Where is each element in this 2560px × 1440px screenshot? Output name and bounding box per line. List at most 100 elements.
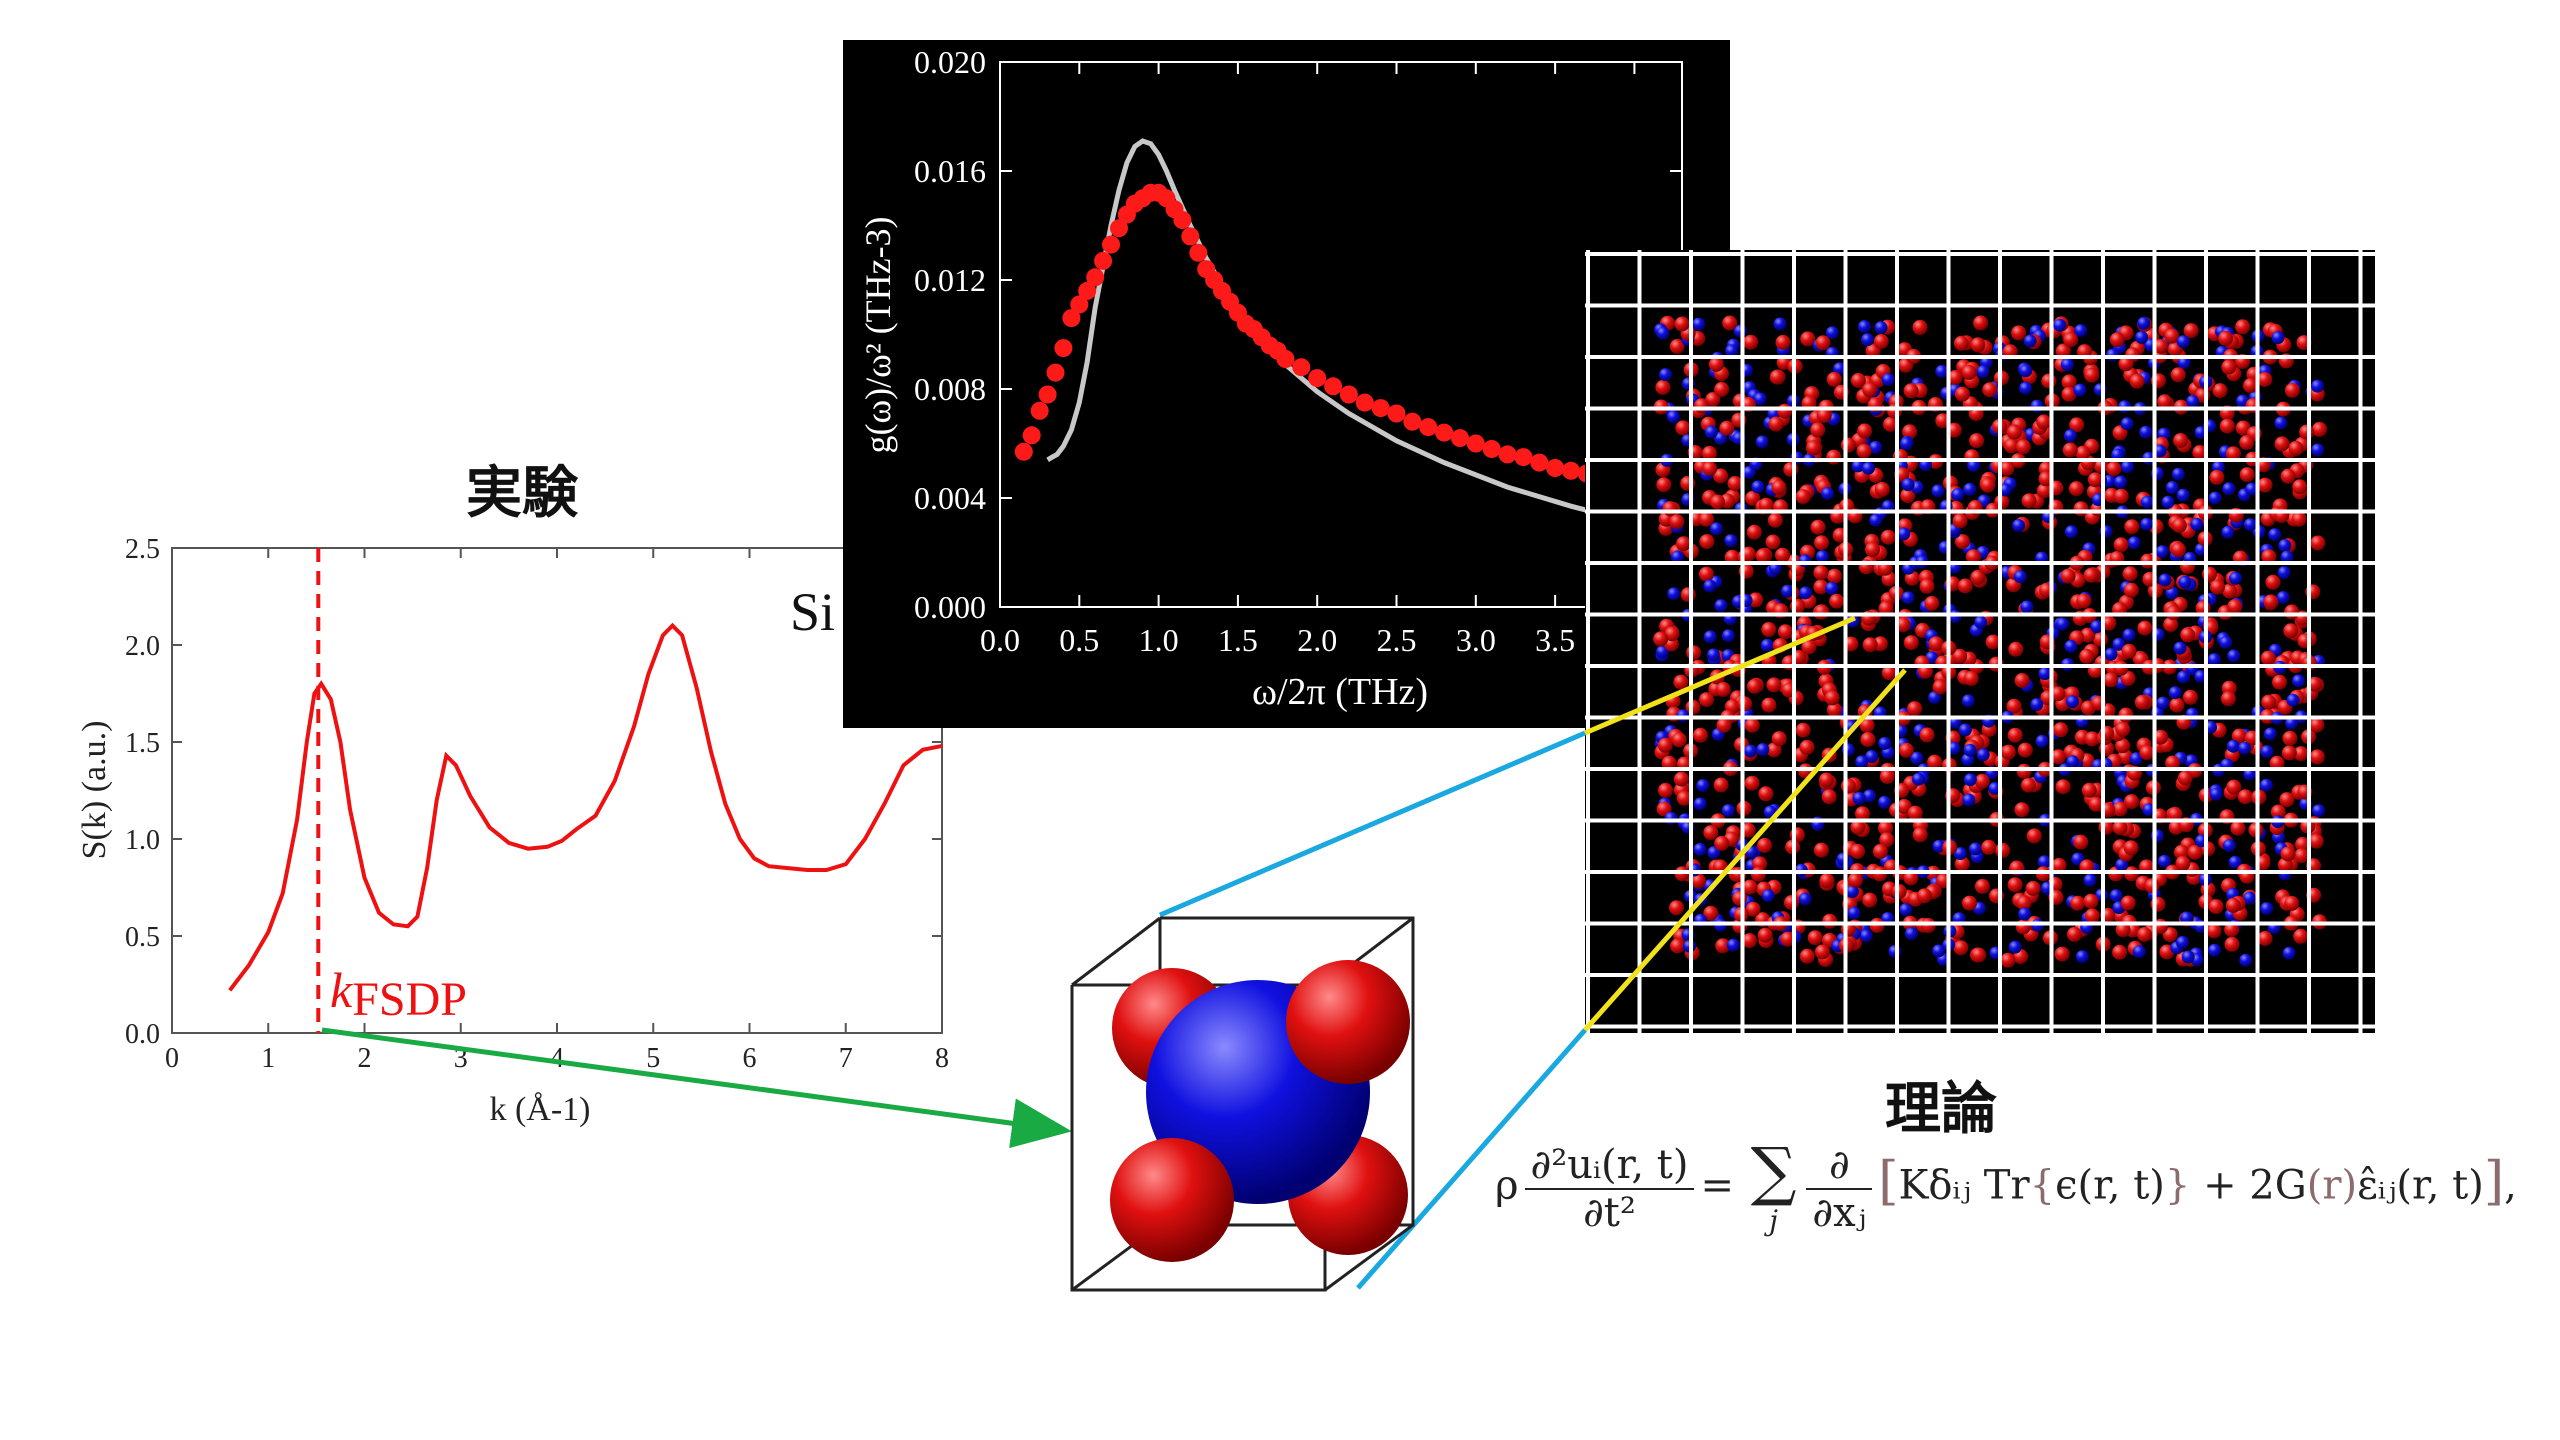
simulation-data-point: [1094, 251, 1113, 270]
md-oxygen-atom: [2063, 332, 2079, 348]
md-oxygen-atom: [2075, 445, 2091, 461]
md-oxygen-atom: [2224, 922, 2240, 937]
md-oxygen-atom: [1670, 938, 1685, 954]
md-oxygen-atom: [1826, 449, 1842, 465]
zoom-line-yellow-top: [1584, 615, 1856, 736]
md-oxygen-atom: [1758, 497, 1774, 513]
md-oxygen-atom: [1699, 534, 1715, 550]
md-silicon-atom: [2066, 695, 2079, 709]
md-silicon-atom: [1706, 648, 1720, 662]
md-silicon-atom: [1899, 903, 1913, 917]
md-oxygen-atom: [1780, 931, 1796, 947]
md-silicon-atom: [1693, 797, 1707, 811]
md-oxygen-atom: [2283, 623, 2299, 639]
md-silicon-atom: [1781, 584, 1794, 598]
experiment-x-tick-label: 4: [550, 1043, 564, 1074]
md-oxygen-atom: [1919, 727, 1935, 743]
md-silicon-atom: [1721, 804, 1735, 817]
eq-equals: =: [1700, 1162, 1734, 1209]
md-oxygen-atom: [1768, 416, 1784, 432]
simulation-data-point: [1086, 268, 1105, 287]
md-oxygen-atom: [1974, 878, 1990, 894]
simulation-data-point: [1514, 448, 1533, 467]
md-oxygen-atom: [2280, 468, 2296, 484]
md-oxygen-atom: [2115, 922, 2131, 938]
md-oxygen-atom: [2222, 583, 2238, 599]
md-oxygen-atom: [1669, 514, 1685, 530]
md-oxygen-atom: [2269, 755, 2285, 771]
md-silicon-atom: [1953, 847, 1967, 860]
md-oxygen-atom: [2076, 593, 2092, 609]
md-oxygen-atom: [1847, 872, 1863, 888]
eq-sum-index: j: [1769, 1204, 1778, 1237]
md-oxygen-atom: [2000, 952, 2016, 968]
green-arrow: [321, 1027, 1072, 1149]
md-oxygen-atom: [2293, 928, 2309, 944]
simulation-data-point: [1419, 418, 1438, 437]
md-silicon-atom: [1760, 638, 1774, 652]
md-silicon-atom: [2120, 460, 2134, 474]
simulation-data-point: [1038, 385, 1057, 404]
simulation-data-point: [1070, 295, 1089, 314]
md-silicon-atom: [1725, 344, 1739, 358]
md-oxygen-atom: [1872, 843, 1888, 859]
md-silicon-atom: [2142, 803, 2156, 817]
eq-brace-close: }: [2164, 1162, 2191, 1209]
md-oxygen-atom: [2237, 789, 2253, 805]
md-oxygen-atom: [1962, 895, 1977, 911]
md-silicon-atom: [2056, 617, 2070, 631]
md-oxygen-atom: [2004, 438, 2019, 454]
md-silicon-atom: [2083, 873, 2097, 887]
md-oxygen-atom: [2000, 744, 2016, 760]
simulation-x-tick-label: 1.5: [1218, 622, 1258, 658]
md-oxygen-atom: [1963, 671, 1979, 686]
md-silicon-atom: [2008, 940, 2022, 954]
md-silicon-atom: [1963, 773, 1977, 787]
md-oxygen-atom: [1874, 481, 1890, 497]
md-oxygen-atom: [2050, 686, 2066, 702]
md-oxygen-atom: [2055, 779, 2071, 795]
md-silicon-atom: [2064, 639, 2078, 653]
md-silicon-atom: [1881, 373, 1895, 387]
simulation-x-tick-label: 3.5: [1535, 622, 1575, 658]
md-silicon-atom: [1659, 368, 1672, 382]
md-oxygen-atom: [1887, 403, 1903, 419]
md-oxygen-atom: [1732, 890, 1748, 906]
md-silicon-atom: [2177, 356, 2191, 370]
md-silicon-atom: [2090, 620, 2104, 634]
md-silicon-atom: [2271, 331, 2285, 345]
md-oxygen-atom: [1860, 732, 1876, 747]
md-oxygen-atom: [2137, 620, 2153, 636]
md-oxygen-atom: [2109, 332, 2125, 348]
md-oxygen-atom: [1878, 600, 1894, 616]
md-silicon-atom: [2129, 752, 2143, 766]
md-oxygen-atom: [2206, 923, 2222, 939]
md-oxygen-atom: [1896, 798, 1912, 814]
md-silicon-atom: [2075, 950, 2089, 964]
experiment-y-axis-label: S(k) (a.u.): [76, 721, 113, 860]
simulation-data-point: [1355, 393, 1374, 412]
simulation-data-point: [1173, 211, 1192, 229]
md-oxygen-atom: [2084, 908, 2100, 924]
simulation-data-point: [1078, 281, 1097, 300]
eq-sum-symbol: ∑: [1750, 1135, 1797, 1209]
md-oxygen-atom: [1952, 513, 1968, 529]
md-grid: [1585, 250, 2375, 1033]
md-oxygen-atom: [2219, 418, 2235, 434]
md-oxygen-atom: [1745, 901, 1761, 917]
md-silicon-atom: [1869, 513, 1883, 527]
md-oxygen-atom: [1985, 634, 2001, 650]
md-oxygen-atom: [1995, 842, 2011, 858]
md-silicon-atom: [1862, 789, 1876, 803]
md-oxygen-atom: [1713, 468, 1729, 484]
simulation-data-point: [1022, 426, 1041, 445]
md-oxygen-atom: [1826, 702, 1842, 718]
md-silicon-atom: [2140, 517, 2154, 531]
md-oxygen-atom: [2257, 931, 2273, 946]
md-silicon-atom: [1962, 793, 1976, 807]
md-oxygen-atom: [1826, 371, 1842, 387]
md-oxygen-atom: [1814, 604, 1830, 620]
md-oxygen-atom: [1840, 437, 1856, 453]
md-silicon-atom: [1714, 599, 1728, 613]
md-silicon-atom: [2208, 943, 2221, 957]
